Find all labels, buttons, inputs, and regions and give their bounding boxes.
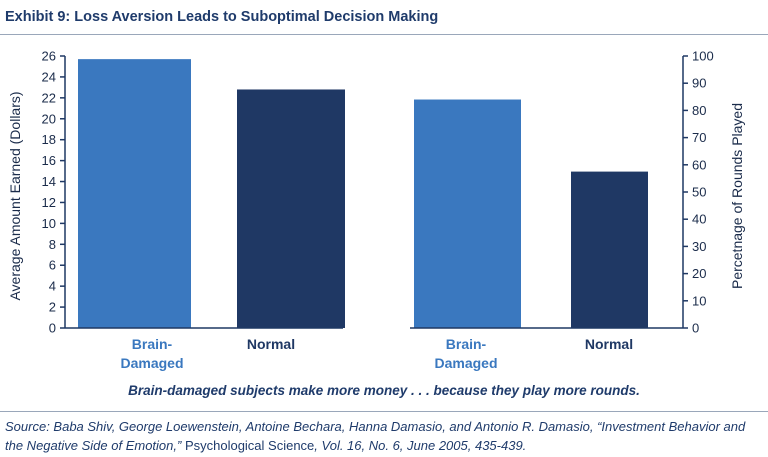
left-chart-tick-label: 26 (42, 49, 56, 64)
source-note: Source: Baba Shiv, George Loewenstein, A… (5, 417, 763, 455)
source-divider (0, 411, 768, 412)
chart-caption: Brain-damaged subjects make more money .… (128, 383, 640, 398)
right-chart-tick-label: 40 (692, 212, 706, 227)
left-chart-bar-normal (237, 89, 345, 328)
left-chart-tick-label: 12 (42, 195, 56, 210)
right-chart-tick-label: 50 (692, 185, 706, 200)
left-chart-tick-label: 14 (42, 174, 56, 189)
left-chart-tick-label: 4 (49, 279, 56, 294)
left-chart-tick-label: 0 (49, 321, 56, 336)
left-chart-tick-label: 10 (42, 216, 56, 231)
right-chart-tick-label: 30 (692, 239, 706, 254)
right-chart-tick-label: 60 (692, 157, 706, 172)
source-citation: , Vol. 16, No. 6, June 2005, 435-439. (314, 438, 527, 453)
right-chart-tick-label: 80 (692, 103, 706, 118)
left-chart-tick-label: 8 (49, 237, 56, 252)
right-chart-category-label: Brain- (446, 336, 487, 352)
right-chart-tick-label: 10 (692, 293, 706, 308)
left-chart-tick-label: 22 (42, 90, 56, 105)
left-chart-tick-label: 18 (42, 132, 56, 147)
right-chart-tick-label: 100 (692, 49, 714, 64)
left-chart-y-label: Average Amount Earned (Dollars) (7, 91, 23, 300)
right-chart-tick-label: 0 (692, 321, 699, 336)
right-chart-bar-normal (571, 171, 648, 328)
left-chart-tick-label: 6 (49, 258, 56, 273)
right-chart-bar-brain-damaged (414, 99, 521, 329)
left-chart-tick-label: 16 (42, 153, 56, 168)
source-journal: Psychological Science (181, 438, 315, 453)
left-chart-category-label: Damaged (120, 355, 183, 371)
left-chart-category-label: Brain- (132, 336, 173, 352)
chart-title: Exhibit 9: Loss Aversion Leads to Subopt… (5, 9, 439, 25)
left-chart-tick-label: 24 (42, 69, 56, 84)
title-divider (0, 34, 768, 35)
left-chart-tick-label: 2 (49, 300, 56, 315)
right-chart-tick-label: 90 (692, 76, 706, 91)
right-chart-category-label: Damaged (434, 355, 497, 371)
right-chart-tick-label: 20 (692, 266, 706, 281)
right-chart-y-label: Percetnage of Rounds Played (729, 103, 745, 289)
right-chart-category-label: Normal (585, 336, 633, 352)
left-chart-category-label: Normal (247, 336, 295, 352)
source-text: Source: Baba Shiv, George Loewenstein, A… (5, 419, 746, 453)
left-chart-bar-brain-damaged (78, 59, 191, 329)
left-chart-tick-label: 20 (42, 111, 56, 126)
right-chart-tick-label: 70 (692, 130, 706, 145)
